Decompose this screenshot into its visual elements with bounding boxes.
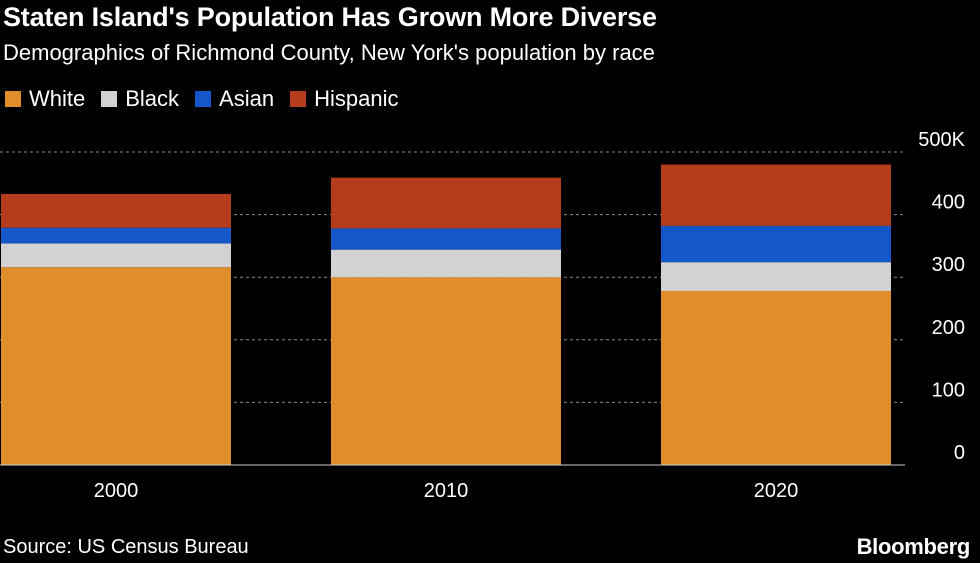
- y-tick-label-300: 300: [932, 254, 965, 276]
- bar-2010-asian: [331, 228, 561, 250]
- bloomberg-logo: Bloomberg: [856, 534, 971, 559]
- y-tick-label-400: 400: [932, 192, 965, 214]
- bar-2020-hispanic: [661, 164, 891, 226]
- bar-2000-white: [1, 267, 231, 465]
- chart-subtitle: Demographics of Richmond County, New Yor…: [3, 40, 655, 65]
- y-tick-label-0: 0: [954, 442, 965, 464]
- legend-swatch-asian: [195, 91, 212, 107]
- legend-swatch-hispanic: [290, 91, 307, 107]
- x-tick-label-2000: 2000: [94, 480, 139, 502]
- source-note: Source: US Census Bureau: [3, 536, 249, 558]
- x-tick-label-2010: 2010: [424, 480, 469, 502]
- legend-item-white: White: [5, 86, 85, 112]
- bar-2010-white: [331, 277, 561, 465]
- bar-2020-white: [661, 290, 891, 465]
- stacked-bar-chart: 0 100 200 300 400 500K 2000 2010 2020: [0, 129, 966, 502]
- bar-2000-hispanic: [1, 193, 231, 228]
- legend-label-black: Black: [125, 86, 180, 111]
- y-tick-label-500: 500K: [918, 129, 965, 151]
- bar-2020-black: [661, 262, 891, 291]
- chart-legend: White Black Asian Hispanic: [5, 86, 414, 112]
- legend-swatch-white: [5, 91, 21, 107]
- bar-2000-black: [1, 243, 231, 268]
- legend-label-asian: Asian: [219, 86, 275, 111]
- legend-label-white: White: [29, 86, 86, 111]
- y-tick-label-100: 100: [932, 379, 965, 401]
- chart-title: Staten Island's Population Has Grown Mor…: [3, 2, 657, 32]
- legend-swatch-black: [101, 91, 118, 107]
- bar-2010-black: [331, 249, 561, 278]
- y-tick-label-200: 200: [932, 317, 965, 339]
- legend-item-asian: Asian: [195, 86, 274, 112]
- legend-label-hispanic: Hispanic: [314, 86, 399, 111]
- bar-2010-hispanic: [331, 177, 561, 229]
- x-tick-label-2020: 2020: [754, 480, 799, 502]
- legend-item-black: Black: [101, 86, 179, 112]
- bar-2000-asian: [1, 227, 231, 244]
- legend-item-hispanic: Hispanic: [290, 86, 398, 112]
- bar-2020-asian: [661, 225, 891, 263]
